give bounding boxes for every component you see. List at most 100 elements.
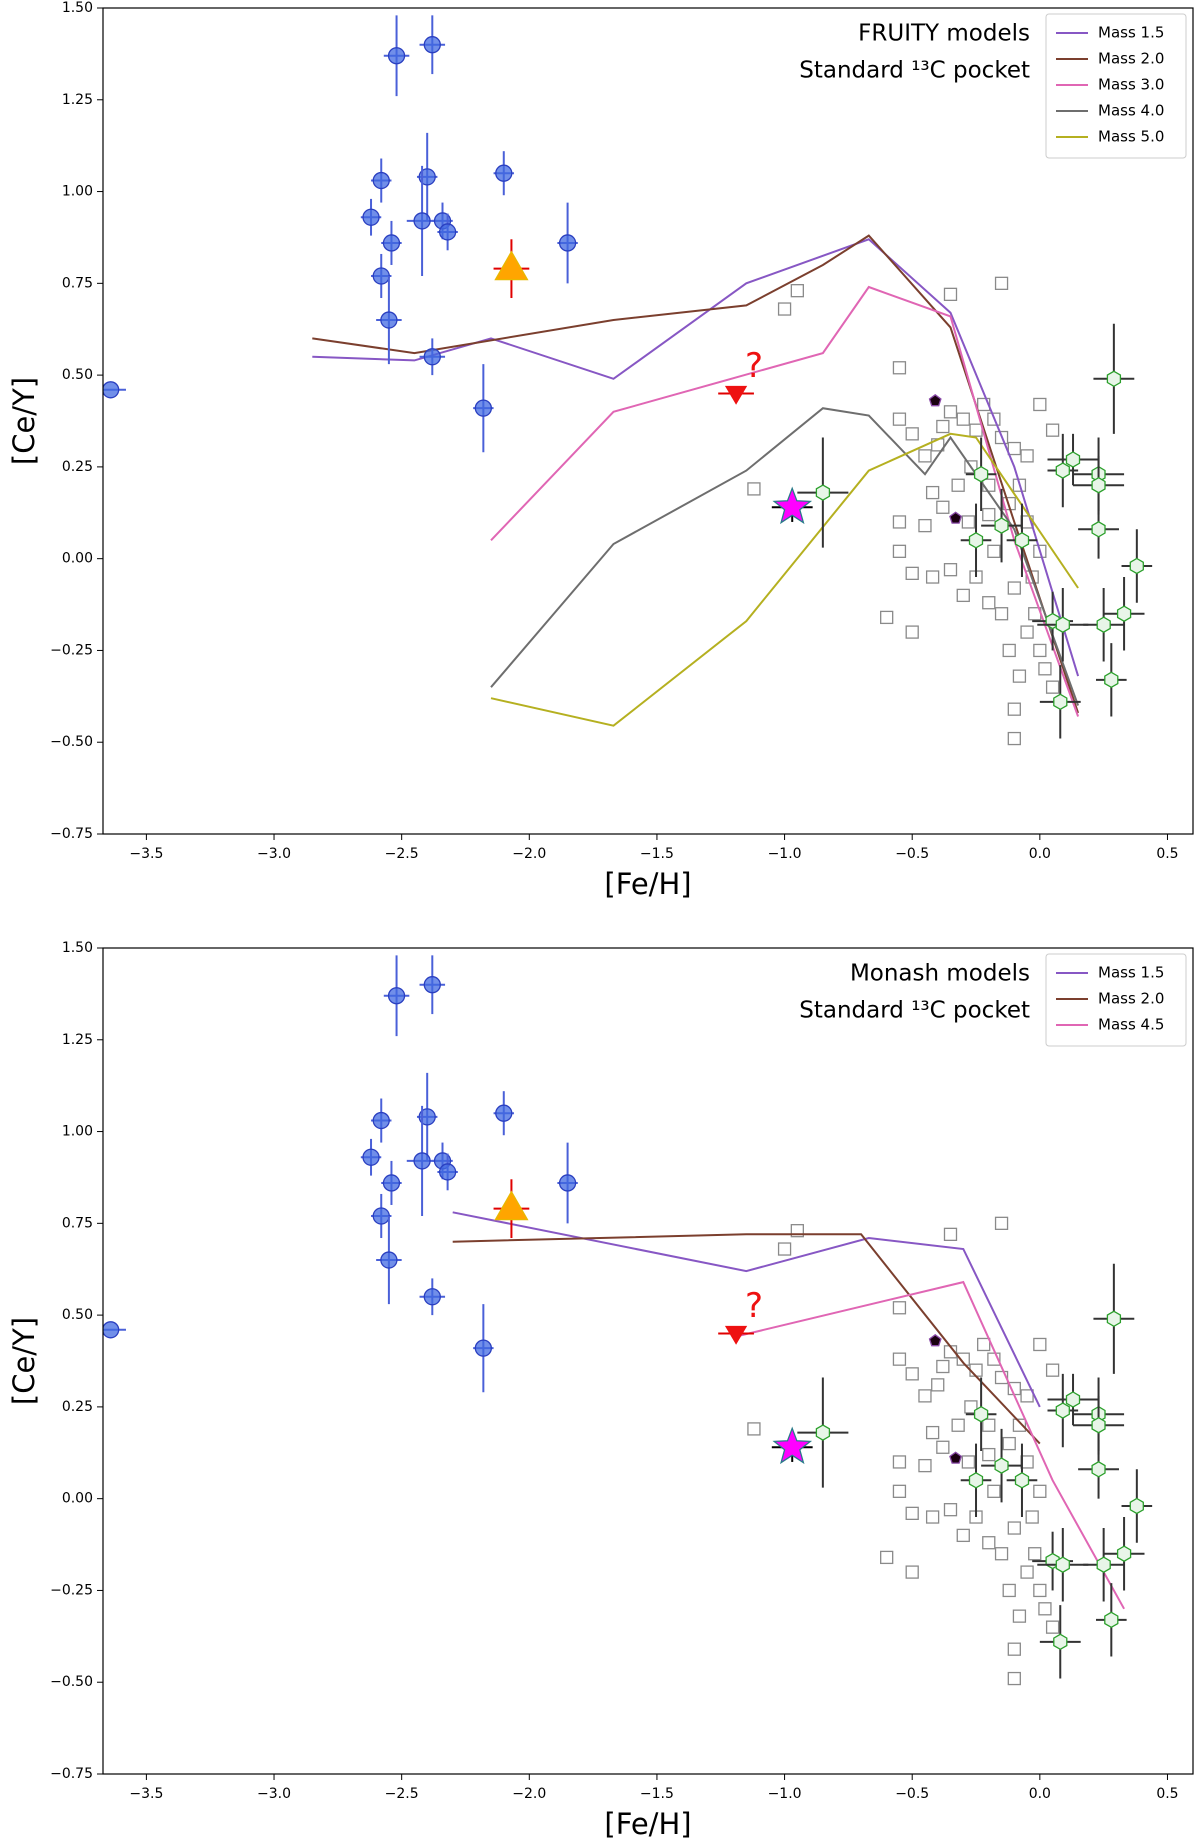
point-square	[1038, 1602, 1052, 1616]
point-circle	[387, 47, 406, 65]
point-square	[1020, 1389, 1034, 1403]
x-tick-label: 0.5	[1156, 1786, 1178, 1802]
point-square	[982, 596, 996, 610]
point-square	[892, 1484, 907, 1498]
x-tick-label: −3.0	[257, 846, 291, 862]
x-tick-label: −2.5	[385, 846, 419, 862]
point-square	[987, 544, 1001, 558]
point-square	[747, 482, 761, 496]
point-hexagon	[1091, 476, 1106, 494]
point-circle	[418, 168, 436, 186]
point-square	[1002, 1583, 1016, 1598]
point-hexagon	[1104, 671, 1119, 689]
point-square	[982, 1536, 996, 1550]
legend-label: Mass 4.0	[1098, 102, 1164, 120]
point-square	[892, 1455, 907, 1469]
point-square	[1007, 1671, 1021, 1686]
point-square	[982, 1447, 996, 1462]
point-hexagon	[994, 1457, 1009, 1474]
point-square	[1045, 1363, 1060, 1377]
point-square	[931, 1378, 945, 1392]
point-square	[747, 1422, 761, 1436]
point-hexagon	[1053, 693, 1068, 711]
point-circle	[423, 1288, 441, 1306]
model-line	[312, 234, 1080, 714]
point-triangle-down	[724, 385, 748, 405]
point-square	[969, 423, 983, 437]
point-star	[772, 486, 813, 525]
point-hexagon	[1104, 1611, 1119, 1629]
point-square	[905, 427, 919, 441]
point-square	[1038, 662, 1052, 676]
x-tick-label: −1.5	[640, 1786, 674, 1802]
point-square	[1012, 669, 1027, 683]
point-circle	[382, 1174, 401, 1192]
chart-subtitle: Standard ¹³C pocket	[799, 998, 1030, 1024]
point-circle	[413, 212, 431, 230]
point-square	[1045, 680, 1060, 694]
point-square	[925, 1510, 940, 1524]
x-tick-label: 0.0	[1029, 846, 1051, 862]
point-square	[905, 566, 919, 581]
legend-label: Mass 4.5	[1098, 1016, 1164, 1034]
point-square	[1007, 1642, 1021, 1656]
point-square	[1012, 1418, 1027, 1432]
point-square	[982, 1418, 996, 1432]
point-square	[1020, 1565, 1034, 1579]
x-tick-label: −0.5	[895, 846, 929, 862]
point-square	[1045, 1620, 1060, 1634]
point-square	[1007, 731, 1021, 746]
x-axis-label: [Fe/H]	[604, 1807, 691, 1841]
y-tick-label: 0.75	[62, 1215, 93, 1231]
point-pentagon	[928, 1333, 942, 1347]
x-tick-label: 0.5	[1156, 846, 1178, 862]
point-hexagon	[1091, 1461, 1106, 1478]
point-hexagon	[1091, 521, 1106, 538]
point-hexagon	[1096, 616, 1111, 633]
y-tick-label: 1.25	[62, 92, 93, 108]
point-square	[1033, 397, 1047, 412]
point-square	[1007, 441, 1021, 456]
point-square	[1020, 625, 1034, 639]
point-square	[936, 500, 950, 514]
point-square	[1007, 1521, 1021, 1535]
point-hexagon	[973, 1405, 989, 1423]
point-square	[925, 1425, 940, 1440]
point-square	[777, 1242, 792, 1256]
point-square	[918, 1389, 932, 1403]
point-square	[943, 1227, 958, 1241]
model-line	[312, 238, 1080, 677]
point-hexagon	[1055, 1556, 1070, 1573]
model-line	[733, 1280, 1125, 1610]
point-circle	[362, 208, 380, 226]
point-square	[1025, 1510, 1039, 1524]
point-hexagon	[1065, 451, 1081, 468]
point-square	[777, 302, 792, 316]
x-tick-label: −3.0	[257, 1786, 291, 1802]
point-hexagon	[1055, 616, 1070, 633]
point-circle	[438, 223, 457, 241]
y-tick-label: 0.00	[62, 1491, 93, 1507]
point-circle	[495, 164, 513, 182]
point-square	[1033, 1583, 1047, 1598]
point-square	[918, 518, 932, 533]
point-hexagon	[815, 484, 831, 501]
plot-area	[103, 955, 1153, 1686]
point-hexagon	[1129, 1497, 1144, 1515]
point-circle	[387, 987, 406, 1005]
point-square	[880, 1550, 894, 1565]
y-tick-label: 0.50	[62, 367, 93, 383]
point-square	[987, 1484, 1001, 1498]
point-star	[772, 1426, 813, 1465]
legend-label: Mass 3.0	[1098, 76, 1164, 94]
point-hexagon	[1106, 1310, 1122, 1328]
point-square	[936, 419, 950, 434]
point-hexagon	[1055, 1402, 1070, 1419]
plot-area	[103, 15, 1153, 746]
y-tick-label: 0.25	[62, 459, 93, 475]
point-hexagon	[815, 1424, 831, 1441]
point-square	[918, 449, 932, 463]
point-square	[961, 1455, 976, 1469]
x-tick-label: 0.0	[1029, 1786, 1051, 1802]
